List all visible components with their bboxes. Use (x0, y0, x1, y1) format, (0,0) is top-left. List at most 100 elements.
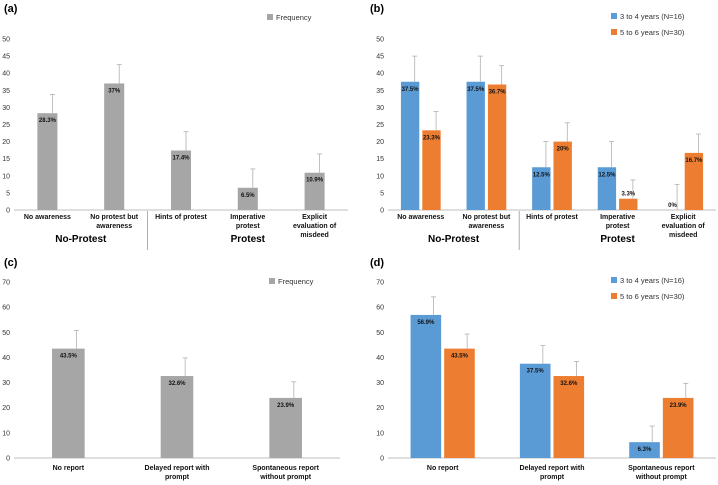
category-label: Hints of protest (155, 214, 207, 221)
data-label: 6.5% (241, 193, 255, 199)
bar (597, 167, 617, 210)
legend-swatch (611, 277, 617, 283)
group-label: Protest (231, 234, 266, 245)
bar (160, 376, 194, 458)
bar (553, 376, 585, 458)
y-tick-label: 35 (376, 88, 384, 95)
y-tick-label: 60 (2, 305, 10, 312)
category-label: Hints of protest (526, 214, 578, 221)
legend-swatch (611, 29, 617, 35)
y-tick-label: 40 (376, 71, 384, 78)
category-label: prompt (165, 474, 190, 481)
legend-swatch (269, 278, 275, 284)
data-label: 37.5% (467, 87, 485, 93)
y-tick-label: 20 (376, 139, 384, 146)
y-tick-label: 0 (6, 456, 10, 463)
category-label: Delayed report with (520, 465, 585, 472)
group-label: Protest (600, 234, 635, 245)
y-tick-label: 40 (376, 355, 384, 362)
y-tick-label: 0 (380, 208, 384, 215)
legend-label: 3 to 4 years (N=16) (620, 276, 685, 285)
bar (532, 167, 551, 210)
data-label: 20% (557, 147, 570, 153)
group-label: No-Protest (428, 234, 480, 245)
y-tick-label: 35 (2, 88, 10, 95)
legend-swatch (267, 14, 273, 20)
data-label: 43.5% (451, 354, 469, 360)
y-tick-label: 15 (2, 156, 10, 163)
bar (487, 84, 507, 210)
y-tick-label: 45 (2, 54, 10, 61)
y-tick-label: 25 (2, 122, 10, 129)
category-label: awareness (96, 223, 132, 230)
bar (629, 442, 660, 458)
legend-label: Frequency (278, 277, 314, 286)
bar (619, 198, 638, 210)
data-label: 23.9% (670, 403, 688, 409)
data-label: 37.5% (402, 87, 420, 93)
data-label: 56.9% (417, 320, 435, 326)
category-label: without prompt (635, 474, 688, 481)
category-label: Explicit (302, 214, 328, 221)
category-label: No protest but (462, 214, 510, 221)
data-label: 37% (108, 88, 121, 94)
category-label: Spontaneous report (628, 465, 695, 472)
category-label: prompt (540, 474, 565, 481)
category-label: No report (53, 465, 85, 472)
panel-label: (d) (370, 257, 384, 269)
y-tick-label: 5 (380, 190, 384, 197)
bar (662, 397, 694, 458)
y-tick-label: 60 (376, 305, 384, 312)
legend-label: 5 to 6 years (N=30) (620, 28, 685, 37)
y-tick-label: 20 (2, 139, 10, 146)
bar (269, 397, 302, 458)
bar (237, 187, 258, 210)
y-tick-label: 15 (376, 156, 384, 163)
category-label: protest (606, 223, 630, 230)
data-label: 23.3% (423, 135, 441, 141)
y-tick-label: 50 (2, 330, 10, 337)
category-label: Explicit (671, 214, 697, 221)
bar (422, 130, 441, 210)
data-label: 16.7% (685, 158, 703, 164)
y-tick-label: 10 (376, 430, 384, 437)
data-label: 17.4% (172, 155, 190, 161)
category-label: No protest but (90, 214, 138, 221)
panel-label: (b) (370, 3, 384, 15)
category-label: Delayed report with (145, 465, 210, 472)
panel-label: (a) (4, 3, 18, 15)
bar (444, 348, 475, 458)
y-tick-label: 20 (376, 405, 384, 412)
y-tick-label: 30 (2, 380, 10, 387)
bar (553, 141, 572, 210)
y-tick-label: 70 (2, 280, 10, 287)
data-label: 32.6% (560, 381, 578, 387)
category-label: No report (427, 465, 459, 472)
category-label: awareness (468, 223, 504, 230)
y-tick-label: 0 (6, 208, 10, 215)
y-tick-label: 10 (2, 173, 10, 180)
category-label: evaluation of (293, 223, 337, 230)
bar (170, 150, 192, 210)
category-label: misdeed (669, 232, 697, 239)
bar (400, 81, 420, 210)
y-tick-label: 0 (380, 456, 384, 463)
data-label: 12.5% (598, 172, 616, 178)
panel-label: (c) (4, 257, 18, 269)
y-tick-label: 10 (2, 430, 10, 437)
data-label: 37.5% (527, 369, 545, 375)
y-tick-label: 50 (376, 37, 384, 44)
data-label: 36.7% (489, 89, 507, 95)
y-tick-label: 50 (376, 330, 384, 337)
y-tick-label: 30 (376, 380, 384, 387)
data-label: 6.3% (638, 447, 652, 453)
category-label: Spontaneous report (252, 465, 319, 472)
bar (466, 81, 485, 210)
category-label: Imperative (600, 214, 635, 221)
bar (684, 152, 704, 210)
legend-label: 5 to 6 years (N=30) (620, 292, 685, 301)
y-tick-label: 30 (376, 105, 384, 112)
y-tick-label: 45 (376, 54, 384, 61)
category-label: protest (236, 223, 260, 230)
